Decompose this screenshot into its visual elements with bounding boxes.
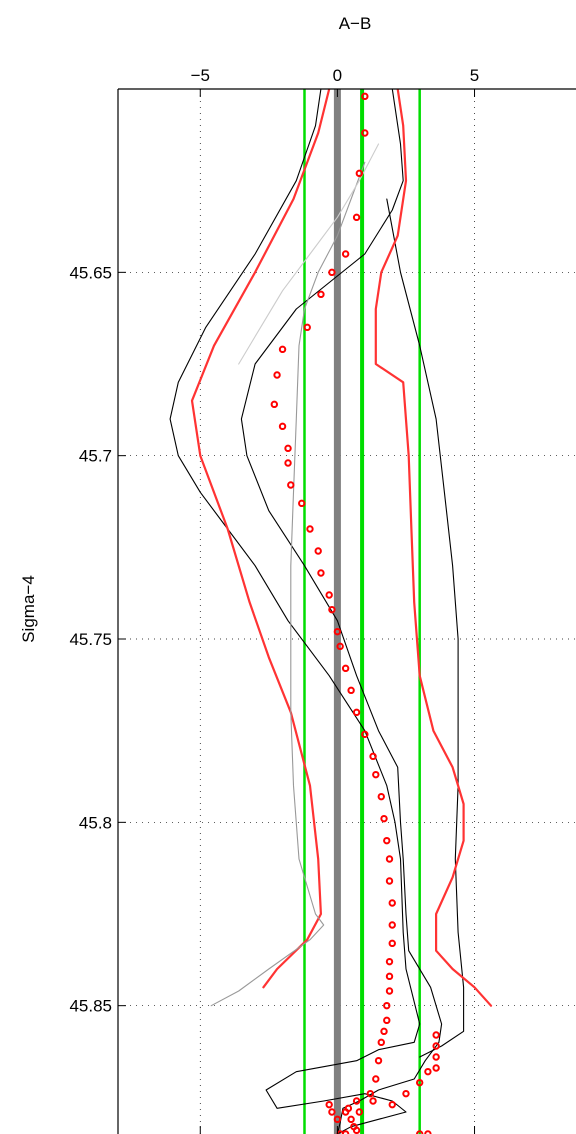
data-point [432, 1064, 440, 1072]
y-tick-label: 45.65 [69, 263, 112, 282]
data-point [328, 268, 336, 277]
series-line-5 [210, 161, 366, 1007]
data-point [352, 1126, 361, 1134]
grid-layer [118, 89, 576, 1134]
series-layer [169, 89, 493, 1134]
data-point [341, 250, 350, 258]
data-point [385, 957, 394, 966]
data-point [385, 987, 394, 995]
data-point [361, 92, 369, 101]
data-point [306, 525, 314, 533]
data-point [432, 1031, 440, 1039]
data-point [369, 1097, 377, 1105]
data-point [278, 422, 287, 431]
data-point [366, 1089, 375, 1098]
data-point [388, 921, 396, 929]
data-point [341, 1130, 350, 1134]
data-point [303, 323, 311, 332]
data-point [385, 877, 394, 885]
data-point [377, 1038, 385, 1047]
data-point [317, 290, 325, 299]
data-point [380, 1027, 388, 1036]
data-point [347, 1115, 355, 1124]
series-line-2 [386, 198, 465, 1058]
data-point [380, 814, 388, 823]
data-point [284, 459, 292, 467]
x-tick-label: 0 [333, 66, 342, 85]
reference-lines [303, 89, 421, 1134]
data-point [361, 129, 369, 137]
x-tick-label: −5 [191, 66, 210, 85]
data-point [388, 1100, 396, 1109]
y-tick-label: 45.85 [69, 997, 112, 1016]
y-tick-label: 45.75 [69, 630, 112, 649]
series-line-0 [169, 89, 421, 1134]
data-point [341, 1108, 350, 1116]
data-point [402, 1089, 410, 1098]
data-point [336, 642, 344, 651]
data-point [270, 400, 279, 409]
data-point [385, 972, 394, 981]
data-point [333, 1115, 342, 1124]
data-point [432, 1042, 440, 1050]
data-point [415, 1078, 424, 1087]
data-point [388, 939, 396, 948]
data-point [347, 686, 355, 695]
data-point [328, 1108, 336, 1116]
data-point [432, 1053, 440, 1061]
data-point [317, 569, 325, 577]
data-point [355, 1108, 364, 1116]
data-point [284, 444, 292, 453]
series-line-6 [238, 143, 380, 365]
data-point [385, 855, 394, 863]
data-point [424, 1130, 432, 1134]
data-point [278, 345, 287, 354]
data-point [352, 708, 361, 717]
y-tick-label: 45.7 [79, 447, 112, 466]
y-axis-title: Sigma−4 [19, 575, 38, 643]
data-point [336, 1130, 344, 1134]
data-point [341, 664, 350, 673]
data-point [287, 481, 295, 489]
data-point [415, 1130, 424, 1134]
data-point [333, 627, 342, 636]
x-tick-label: 5 [470, 66, 479, 85]
data-point [352, 1097, 361, 1105]
series-line-3 [190, 89, 331, 989]
y-tick-label: 45.8 [79, 813, 112, 832]
data-point [325, 591, 333, 599]
data-point [352, 213, 361, 222]
data-point [383, 1016, 391, 1025]
data-point [372, 770, 380, 779]
data-point [298, 499, 306, 508]
series-line-4 [374, 89, 493, 1007]
axes-layer [117, 88, 576, 1134]
data-point [424, 1067, 432, 1076]
data-point [377, 792, 385, 801]
data-point [369, 752, 377, 761]
data-point [355, 169, 364, 178]
data-point [273, 371, 281, 379]
series-line-1 [240, 89, 443, 1134]
data-point [374, 1056, 383, 1065]
data-point [388, 899, 396, 907]
data-point [383, 1001, 391, 1010]
series-markers-7 [270, 92, 440, 1134]
data-point [314, 547, 322, 555]
tick-layer: −5 0 5 45.65 45.7 45.75 45.8 45.85 [69, 66, 479, 1134]
data-point [383, 836, 391, 845]
data-point [372, 1075, 380, 1083]
data-point [325, 1100, 333, 1109]
data-point [361, 730, 369, 739]
data-point [328, 605, 336, 614]
x-axis-title: A−B [339, 14, 372, 33]
